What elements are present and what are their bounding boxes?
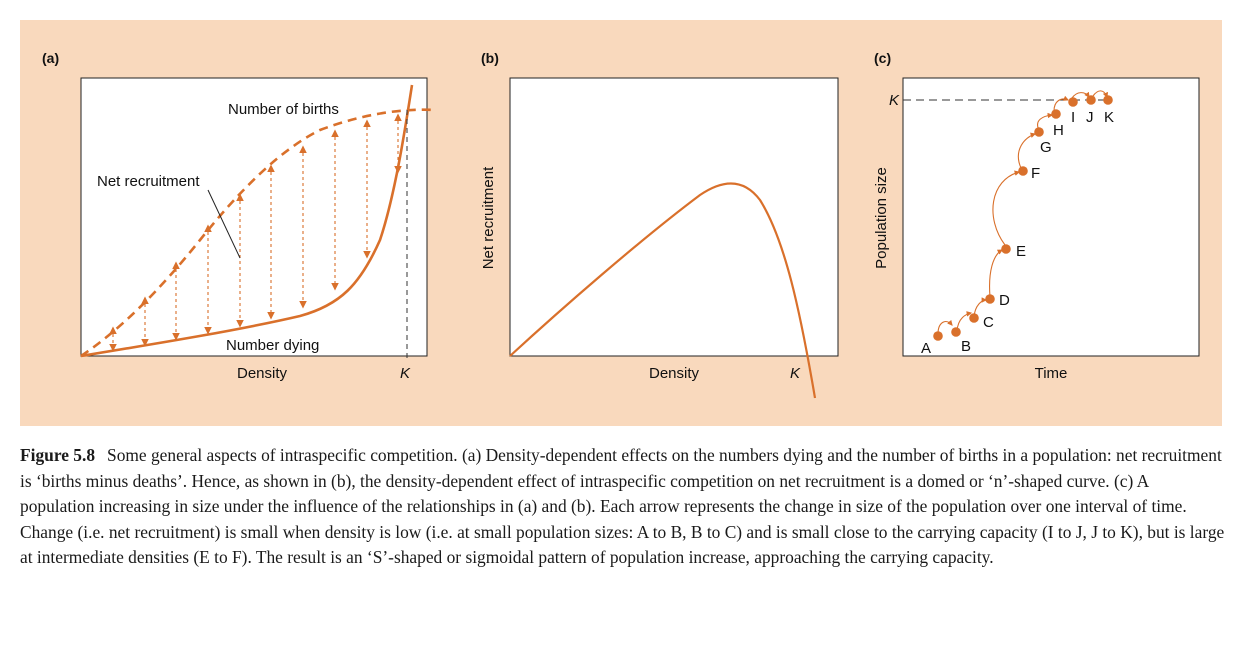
panel-c: (c) xyxy=(873,50,1200,382)
population-points xyxy=(933,95,1113,341)
point-c xyxy=(969,313,979,323)
point-label: I xyxy=(1071,109,1075,126)
figure-caption: Figure 5.8 Some general aspects of intras… xyxy=(20,443,1225,571)
panel-b: (b) Net recruitment Density K xyxy=(480,50,839,399)
dying-label: Number dying xyxy=(226,337,319,354)
panel-c-label: (c) xyxy=(874,50,891,66)
point-label: J xyxy=(1086,109,1094,126)
growth-arrow xyxy=(992,170,1021,246)
point-label: G xyxy=(1040,139,1052,156)
panel-a-k-label: K xyxy=(400,365,411,382)
panel-b-plot-area xyxy=(509,77,839,357)
panel-a-xlabel: Density xyxy=(237,365,288,382)
point-labels: A B C D E F G H I J K xyxy=(921,109,1114,357)
point-d xyxy=(985,294,995,304)
net-recruitment-label: Net recruitment xyxy=(97,173,200,190)
point-label: K xyxy=(1104,109,1114,126)
growth-arrow xyxy=(1092,90,1109,99)
point-a xyxy=(933,331,943,341)
births-curve xyxy=(80,108,437,358)
recruitment-arrows xyxy=(109,113,402,352)
panel-c-plot-area xyxy=(902,77,1200,357)
point-label: B xyxy=(961,338,971,355)
point-f xyxy=(1018,166,1028,176)
panel-b-ylabel: Net recruitment xyxy=(480,166,497,269)
growth-arrow xyxy=(1071,91,1090,99)
point-label: E xyxy=(1016,243,1026,260)
point-e xyxy=(1001,244,1011,254)
figure-number: Figure 5.8 xyxy=(20,445,96,465)
point-label: F xyxy=(1031,165,1040,182)
point-g xyxy=(1034,127,1044,137)
panel-a-label: (a) xyxy=(42,50,59,66)
panel-b-k-label: K xyxy=(790,365,801,382)
point-label: A xyxy=(921,340,931,357)
panel-b-xlabel: Density xyxy=(649,365,700,382)
births-label: Number of births xyxy=(228,101,339,118)
panel-c-xlabel: Time xyxy=(1035,365,1068,382)
point-j xyxy=(1086,95,1096,105)
dying-curve xyxy=(80,84,414,358)
growth-arrow xyxy=(989,249,1003,298)
point-label: H xyxy=(1053,122,1064,139)
panel-a: (a) Number of births Net recruitment Num… xyxy=(42,50,437,382)
point-label: D xyxy=(999,292,1010,309)
growth-arrow xyxy=(1017,132,1037,169)
caption-text: Some general aspects of intraspecific co… xyxy=(20,445,1225,568)
point-h xyxy=(1051,109,1061,119)
panel-b-label: (b) xyxy=(481,50,499,66)
panel-c-k-label: K xyxy=(889,92,900,109)
point-label: C xyxy=(983,314,994,331)
net-recruitment-curve xyxy=(509,182,817,399)
point-i xyxy=(1068,97,1078,107)
panel-c-ylabel: Population size xyxy=(873,167,890,269)
point-k xyxy=(1103,95,1113,105)
growth-arrow xyxy=(1053,95,1070,112)
net-recruitment-leader xyxy=(207,189,241,259)
point-b xyxy=(951,327,961,337)
